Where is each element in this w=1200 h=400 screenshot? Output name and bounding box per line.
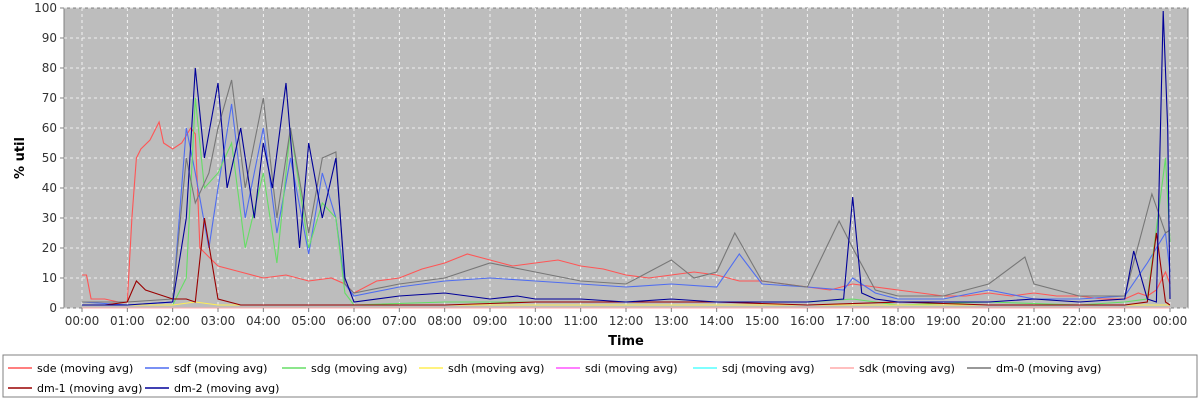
y-axis-title: % util xyxy=(13,137,28,179)
x-tick-label: 14:00 xyxy=(699,314,734,328)
x-tick-label: 07:00 xyxy=(382,314,417,328)
legend-item: sdg (moving avg) xyxy=(282,362,407,375)
y-tick-label: 0 xyxy=(49,301,57,315)
y-tick-label: 60 xyxy=(42,121,57,135)
legend-label: sdj (moving avg) xyxy=(722,362,815,375)
legend-label: sdk (moving avg) xyxy=(859,362,955,375)
x-tick-label: 04:00 xyxy=(246,314,281,328)
y-tick-label: 30 xyxy=(42,211,57,225)
legend-label: dm-1 (moving avg) xyxy=(37,382,142,395)
legend-label: dm-0 (moving avg) xyxy=(996,362,1101,375)
x-tick-label: 22:00 xyxy=(1062,314,1097,328)
y-tick-label: 50 xyxy=(42,151,57,165)
legend-item: sdh (moving avg) xyxy=(419,362,544,375)
legend-item: dm-1 (moving avg) xyxy=(8,382,142,395)
x-tick-label: 13:00 xyxy=(654,314,689,328)
legend: sde (moving avg) sdf (moving avg) sdg (mov… xyxy=(8,362,1101,395)
x-tick-label: 20:00 xyxy=(971,314,1006,328)
series-line-sdf xyxy=(81,103,1171,306)
x-tick-label: 12:00 xyxy=(609,314,644,328)
legend-label: dm-2 (moving avg) xyxy=(174,382,279,395)
x-tick-label: 23:00 xyxy=(1107,314,1142,328)
legend-item: sdk (moving avg) xyxy=(830,362,955,375)
series-line-dm-2 xyxy=(82,10,1171,306)
legend-item: sde (moving avg) xyxy=(8,362,133,375)
x-tick-label: 05:00 xyxy=(291,314,326,328)
legend-box xyxy=(2,354,1198,398)
legend-item: sdj (moving avg) xyxy=(693,362,815,375)
series-line-sde xyxy=(82,120,1171,303)
y-tick-label: 70 xyxy=(42,91,57,105)
legend-item: sdf (moving avg) xyxy=(145,362,267,375)
y-tick-label: 20 xyxy=(42,241,57,255)
x-tick-label: 10:00 xyxy=(518,314,553,328)
series-line-dm-0 xyxy=(82,79,1171,303)
x-axis-title: Time xyxy=(608,334,644,349)
x-tick-label: 17:00 xyxy=(835,314,870,328)
x-tick-label: 11:00 xyxy=(563,314,598,328)
y-tick-label: 10 xyxy=(42,271,57,285)
x-tick-label: 00:00 xyxy=(1153,314,1188,328)
series-line-dm-1 xyxy=(82,217,1171,306)
legend-item: sdi (moving avg) xyxy=(556,362,678,375)
legend-label: sdh (moving avg) xyxy=(448,362,544,375)
y-tick-label: 100 xyxy=(34,1,57,15)
x-tick-label: 19:00 xyxy=(926,314,961,328)
y-tick-label: 90 xyxy=(42,31,57,45)
legend-label: sdg (moving avg) xyxy=(311,362,407,375)
x-tick-label: 08:00 xyxy=(427,314,462,328)
x-tick-label: 09:00 xyxy=(473,314,508,328)
legend-label: sdi (moving avg) xyxy=(585,362,678,375)
legend-item: dm-0 (moving avg) xyxy=(967,362,1101,375)
grid-lines xyxy=(64,7,1188,309)
x-tick-label: 02:00 xyxy=(155,314,190,328)
legend-label: sde (moving avg) xyxy=(37,362,133,375)
x-tick-label: 06:00 xyxy=(337,314,372,328)
x-tick-label: 21:00 xyxy=(1017,314,1052,328)
x-tick-label: 01:00 xyxy=(110,314,145,328)
legend-label: sdf (moving avg) xyxy=(174,362,267,375)
x-tick-label: 03:00 xyxy=(201,314,236,328)
x-tick-label: 18:00 xyxy=(881,314,916,328)
y-axis: 0 10 20 30 40 50 60 70 80 90 100 xyxy=(34,1,64,315)
y-tick-label: 80 xyxy=(42,61,57,75)
x-tick-label: 15:00 xyxy=(745,314,780,328)
y-tick-label: 40 xyxy=(42,181,57,195)
legend-item: dm-2 (moving avg) xyxy=(145,382,279,395)
x-tick-label: 00:00 xyxy=(65,314,100,328)
x-tick-label: 16:00 xyxy=(790,314,825,328)
x-axis: 00:00 01:00 02:00 03:00 04:00 05:00 06:00 07:00… xyxy=(65,308,1188,328)
